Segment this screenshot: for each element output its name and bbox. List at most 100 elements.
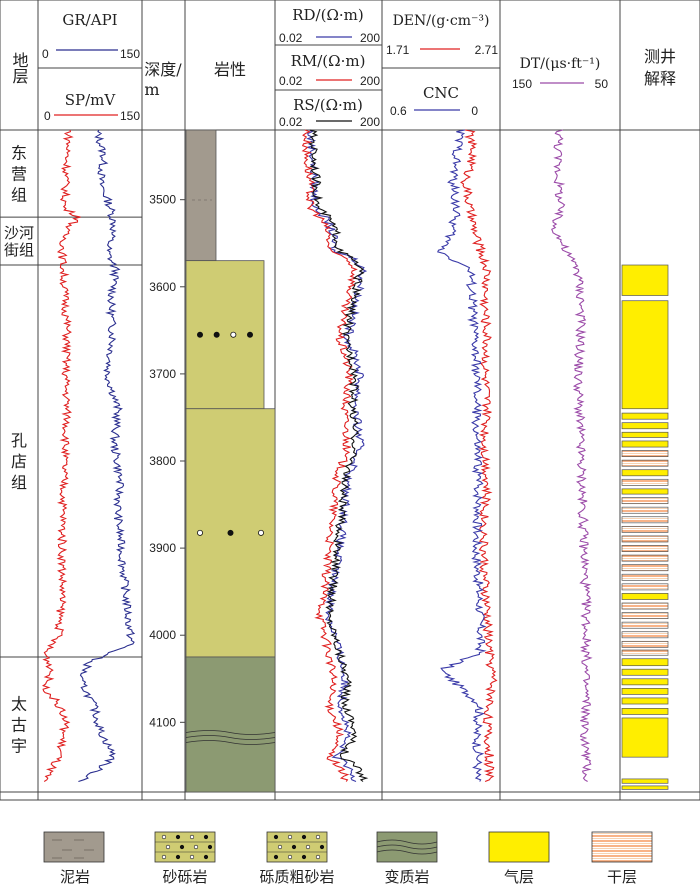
dry-layer [621, 554, 669, 562]
rs-max: 200 [360, 115, 380, 129]
pebble-filled [227, 529, 234, 536]
formation-label: 孔店组 [11, 431, 27, 492]
dry-layer [621, 564, 669, 572]
pebble-filled [273, 834, 279, 840]
gas-layer [621, 708, 669, 715]
dry-layer [621, 583, 669, 591]
legend-foliation [376, 839, 438, 845]
pebble-filled [291, 844, 297, 850]
legend-label: 气层 [504, 868, 534, 886]
pebble-hollow [161, 854, 167, 860]
gr-max: 150 [120, 47, 140, 61]
pebble-hollow [287, 854, 293, 860]
legend-swatch [488, 831, 550, 863]
rd-min: 0.02 [279, 31, 303, 45]
gas-layer [621, 422, 669, 430]
pebble-filled [207, 844, 213, 850]
lithology-interval [185, 656, 276, 793]
pebble-filled [179, 844, 185, 850]
formation-header: 地层 [10, 52, 29, 84]
gas-layer [621, 593, 669, 600]
dry-layer [621, 450, 669, 457]
pebble-filled [175, 834, 181, 840]
depth-tick-label: 3900 [149, 541, 176, 555]
pebble-hollow [161, 834, 167, 840]
lithology-header: 岩性 [214, 60, 246, 79]
dry-layer [621, 497, 669, 505]
pebble-filled [273, 854, 279, 860]
cnc-min: 0.6 [390, 104, 407, 118]
gr-min: 0 [42, 47, 49, 61]
dry-layer [621, 602, 669, 610]
metamorphic-foliation [185, 735, 276, 740]
legend-label: 砾质粗砂岩 [259, 868, 334, 886]
dt-label: DT/(μs·ft⁻¹) [520, 56, 601, 72]
curve-tracks [41, 129, 593, 783]
pebble-hollow [315, 854, 321, 860]
legend-label: 干层 [607, 868, 637, 886]
gas-layer [621, 264, 669, 296]
header-grid [0, 0, 700, 801]
depth-column: 3500 3600 3700 3800 3900 4000 4100 [149, 193, 185, 729]
sp-label: SP/mV [65, 91, 117, 109]
dry-layer [621, 516, 669, 524]
pebble-hollow [230, 331, 237, 338]
legend-label: 泥岩 [60, 868, 90, 886]
legend-item-pebbly-sandstone: 砾质粗砂岩 [259, 831, 335, 886]
den-label: DEN/(g·cm⁻³) [393, 13, 490, 29]
rd-max: 200 [360, 31, 380, 45]
rd-label: RD/(Ω·m) [292, 6, 364, 24]
dry-layer [621, 640, 669, 648]
dry-layer [621, 459, 669, 467]
dry-layer [621, 573, 669, 581]
legend-item-metamorphic: 变质岩 [376, 831, 438, 886]
dry-layer [621, 525, 669, 533]
pebble-filled [203, 834, 209, 840]
rm-max: 200 [360, 74, 380, 88]
pebble-hollow [193, 844, 199, 850]
gas-layer [621, 687, 669, 695]
interp-header-1: 测井 [644, 47, 676, 66]
depth-tick-label: 4000 [149, 628, 176, 642]
depth-header-1: 深度/ [144, 60, 182, 79]
dry-layer [621, 545, 669, 552]
dry-layer [621, 478, 669, 486]
pebble-hollow [277, 844, 283, 850]
legend-swatch [43, 831, 105, 863]
dry-layer [621, 506, 669, 514]
gr-label: GR/API [62, 11, 117, 29]
legend: 泥岩 砂砾岩 砾质粗砂岩 变质岩 气层 干层 [43, 831, 653, 886]
gas-layer [621, 412, 669, 420]
gas-layer [621, 778, 669, 784]
curve-dt [551, 129, 593, 782]
curve-rm [301, 129, 358, 782]
dt-min: 150 [512, 77, 532, 91]
rs-label: RS/(Ω·m) [293, 96, 363, 114]
rm-min: 0.02 [279, 74, 303, 88]
dt-max: 50 [595, 77, 609, 91]
pebble-hollow [305, 844, 311, 850]
depth-tick-label: 3600 [149, 280, 176, 294]
gas-layer [621, 717, 669, 758]
sp-max: 150 [120, 109, 140, 123]
curve-rs [308, 129, 369, 782]
legend-foliation [376, 849, 438, 855]
pebble-filled [213, 331, 220, 338]
dry-layer [621, 631, 669, 639]
gas-layer [621, 697, 669, 705]
pebble-filled [319, 844, 325, 850]
curve-den [460, 129, 498, 783]
dry-layer [621, 621, 669, 629]
den-max: 2.71 [475, 43, 499, 57]
legend-item-dry: 干层 [591, 831, 653, 886]
pebble-hollow [315, 834, 321, 840]
legend-item-mudstone: 泥岩 [43, 831, 105, 886]
sp-min: 0 [44, 109, 51, 123]
depth-tick-label: 3500 [149, 193, 176, 207]
gas-layer [621, 785, 669, 790]
cnc-label: CNC [423, 84, 459, 102]
depth-tick-label: 3800 [149, 454, 176, 468]
pebble-filled [301, 854, 307, 860]
